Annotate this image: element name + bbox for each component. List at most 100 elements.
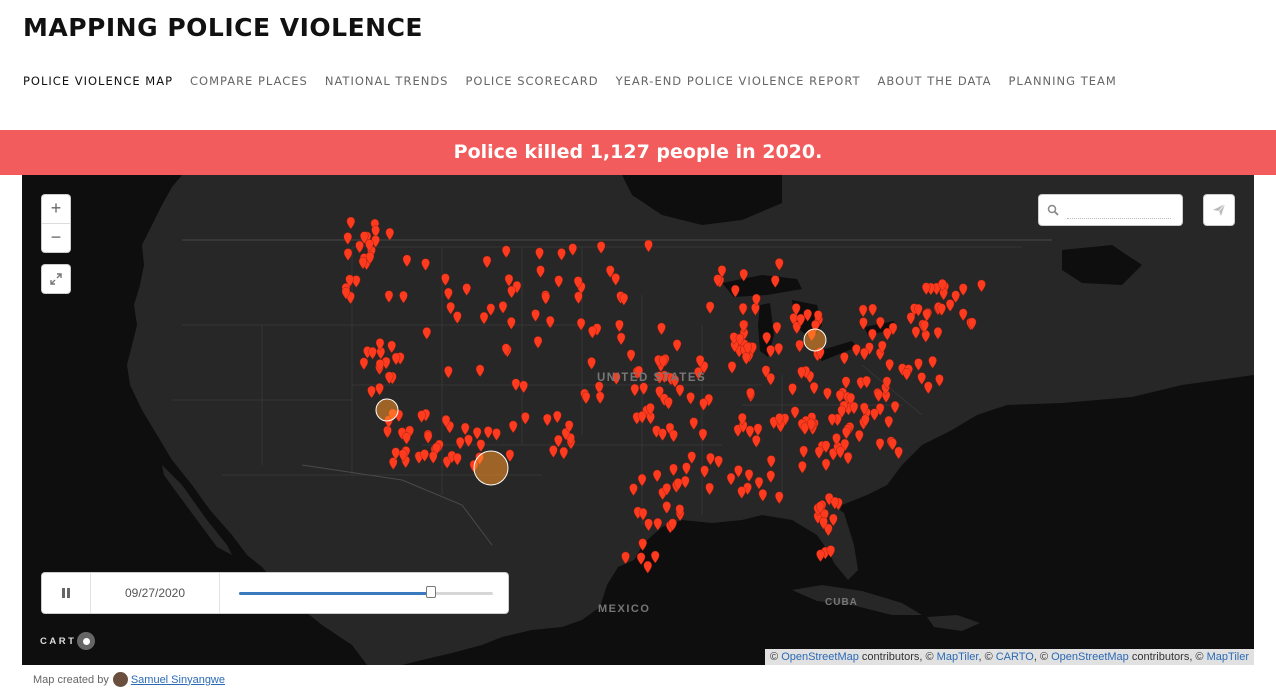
incident-marker[interactable] [659, 355, 668, 368]
incident-marker[interactable] [536, 265, 545, 278]
incident-marker[interactable] [420, 449, 429, 462]
incident-marker[interactable] [855, 430, 864, 443]
incident-marker[interactable] [878, 340, 887, 354]
incident-marker[interactable] [772, 321, 782, 335]
incident-marker[interactable] [705, 301, 715, 315]
incident-marker[interactable] [355, 240, 364, 254]
incident-marker[interactable] [837, 405, 846, 419]
incident-marker[interactable] [385, 371, 394, 385]
nav-planning-team[interactable]: PLANNING TEAM [1008, 74, 1117, 88]
incident-marker[interactable] [634, 365, 644, 379]
incident-marker[interactable] [752, 435, 761, 448]
incident-marker[interactable] [788, 383, 797, 396]
incident-marker[interactable] [914, 358, 923, 371]
incident-marker[interactable] [367, 385, 376, 399]
incident-marker[interactable] [826, 545, 835, 558]
incident-marker[interactable] [746, 387, 755, 401]
incident-marker[interactable] [894, 446, 903, 460]
incident-marker[interactable] [795, 339, 804, 353]
incident-marker[interactable] [398, 449, 408, 462]
incident-marker[interactable] [775, 491, 784, 505]
incident-marker[interactable] [442, 456, 452, 469]
incident-marker[interactable] [766, 470, 775, 484]
incident-marker[interactable] [521, 412, 530, 425]
incident-marker[interactable] [345, 274, 354, 288]
incident-marker[interactable] [421, 258, 430, 271]
incident-marker[interactable] [862, 375, 871, 389]
incident-marker[interactable] [751, 303, 760, 316]
incident-marker[interactable] [670, 375, 680, 388]
incident-marker[interactable] [771, 275, 780, 288]
incident-marker[interactable] [655, 371, 664, 384]
incident-marker[interactable] [595, 391, 605, 405]
incident-marker[interactable] [672, 339, 682, 352]
incident-marker[interactable] [365, 239, 374, 252]
incident-marker[interactable] [739, 320, 748, 333]
incident-marker[interactable] [365, 251, 375, 265]
incident-marker[interactable] [358, 256, 368, 270]
incident-marker[interactable] [519, 380, 528, 394]
incident-marker[interactable] [727, 361, 737, 374]
incident-marker[interactable] [626, 349, 636, 363]
incident-marker[interactable] [643, 560, 652, 574]
incident-marker[interactable] [766, 345, 775, 358]
incident-marker[interactable] [383, 425, 392, 439]
incident-marker[interactable] [798, 461, 807, 474]
incident-marker[interactable] [687, 451, 696, 464]
fullscreen-button[interactable] [42, 265, 70, 293]
incident-marker[interactable] [885, 359, 894, 372]
incident-marker[interactable] [417, 410, 426, 423]
incident-marker[interactable] [387, 340, 396, 354]
incident-marker[interactable] [743, 342, 752, 355]
incident-marker[interactable] [472, 427, 482, 440]
incident-marker[interactable] [911, 326, 921, 340]
pause-button[interactable] [42, 573, 91, 613]
incident-marker[interactable] [829, 513, 838, 527]
incident-marker[interactable] [543, 413, 552, 427]
incident-marker[interactable] [658, 428, 667, 442]
incident-marker[interactable] [553, 410, 562, 424]
incident-marker[interactable] [739, 268, 748, 282]
incident-marker[interactable] [694, 367, 703, 380]
incident-marker[interactable] [402, 254, 412, 268]
incident-marker[interactable] [796, 313, 805, 327]
highlighted-incident-circle[interactable] [473, 450, 509, 486]
incident-marker[interactable] [502, 245, 511, 259]
incident-marker[interactable] [806, 418, 816, 432]
incident-marker[interactable] [391, 352, 401, 366]
incident-marker[interactable] [762, 332, 771, 345]
incident-marker[interactable] [423, 431, 433, 444]
share-button[interactable] [1204, 195, 1234, 225]
incident-marker[interactable] [958, 308, 968, 322]
incident-marker[interactable] [827, 413, 837, 427]
incident-marker[interactable] [870, 408, 879, 421]
incident-marker[interactable] [753, 423, 763, 437]
attrib-maptiler-link[interactable]: MapTiler [936, 651, 979, 663]
incident-marker[interactable] [928, 356, 937, 369]
incident-marker[interactable] [669, 463, 678, 477]
incident-marker[interactable] [868, 328, 877, 342]
incident-marker[interactable] [842, 426, 851, 440]
incident-marker[interactable] [766, 373, 775, 386]
incident-marker[interactable] [594, 381, 604, 395]
incident-marker[interactable] [914, 303, 923, 317]
incident-marker[interactable] [902, 367, 911, 381]
incident-marker[interactable] [507, 285, 516, 299]
incident-marker[interactable] [651, 550, 660, 564]
incident-marker[interactable] [734, 465, 743, 478]
incident-marker[interactable] [483, 426, 493, 439]
incident-marker[interactable] [906, 312, 916, 325]
incident-marker[interactable] [341, 286, 351, 300]
incident-marker[interactable] [564, 420, 574, 433]
incident-marker[interactable] [669, 429, 678, 443]
incident-marker[interactable] [646, 403, 655, 416]
incident-marker[interactable] [922, 308, 931, 322]
incident-marker[interactable] [752, 293, 761, 307]
map-canvas[interactable]: UNITED STATES MEXICO CUBA + − 09/27/2020 [22, 175, 1254, 665]
incident-marker[interactable] [809, 382, 819, 395]
incident-marker[interactable] [830, 496, 840, 510]
incident-marker[interactable] [695, 355, 705, 368]
incident-marker[interactable] [668, 518, 677, 532]
incident-marker[interactable] [441, 415, 451, 428]
time-handle[interactable] [426, 586, 436, 598]
